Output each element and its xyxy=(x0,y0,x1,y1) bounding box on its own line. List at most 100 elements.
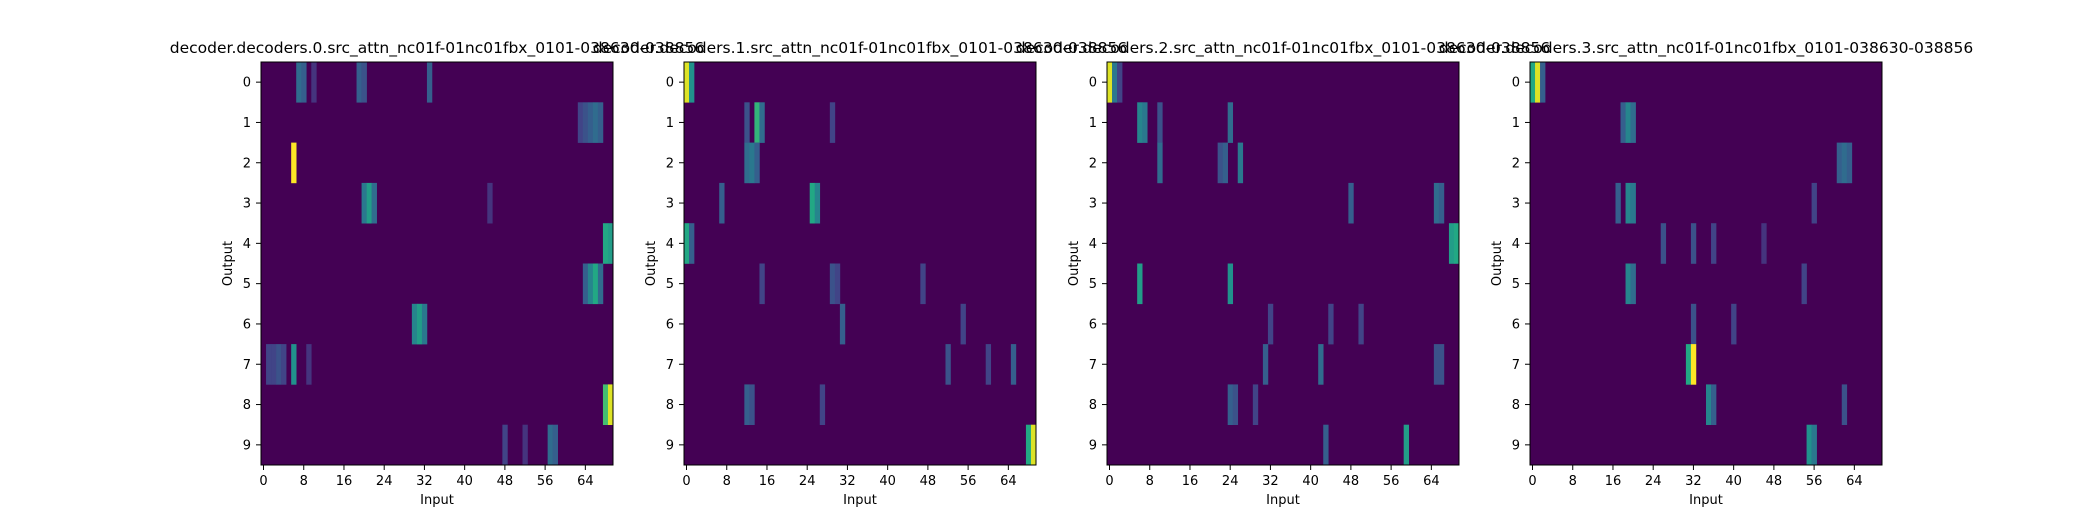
x-tick-label: 24 xyxy=(1222,474,1239,489)
x-tick-label: 32 xyxy=(1685,474,1702,489)
heatmap-cell xyxy=(1625,263,1631,305)
y-tick-label: 8 xyxy=(1512,398,1520,413)
x-tick-label: 32 xyxy=(1262,474,1279,489)
heatmap-cell xyxy=(602,384,609,425)
heatmap-cell xyxy=(1711,384,1717,425)
heatmap-cell xyxy=(411,303,418,345)
heatmap-cell xyxy=(1801,263,1807,305)
y-axis-label: Output xyxy=(221,241,236,286)
heatmap-cell xyxy=(426,62,433,103)
heatmap-cell xyxy=(607,223,614,264)
heatmap-cell xyxy=(1117,62,1123,103)
heatmap-cell xyxy=(1731,303,1737,345)
heatmap-cell xyxy=(1227,102,1234,143)
heatmap-background xyxy=(684,62,1036,465)
heatmap-cell xyxy=(1630,102,1636,143)
heatmap-cell xyxy=(689,223,695,264)
heatmap-cell xyxy=(1328,303,1334,345)
heatmap-cell xyxy=(1217,142,1223,184)
y-tick-label: 5 xyxy=(243,277,251,292)
y-tick-label: 6 xyxy=(243,317,251,332)
heatmap-cell xyxy=(296,62,302,103)
heatmap-cell xyxy=(361,62,367,103)
heatmap-cell xyxy=(1630,182,1636,224)
y-tick-label: 6 xyxy=(1512,317,1520,332)
heatmap-background xyxy=(1107,62,1459,465)
heatmap-cell xyxy=(487,182,493,224)
x-tick-label: 56 xyxy=(960,474,977,489)
heatmap-cell xyxy=(577,102,584,143)
heatmap-cell xyxy=(1227,384,1234,425)
x-tick-label: 0 xyxy=(1528,474,1536,489)
heatmap-cell xyxy=(1620,102,1626,143)
heatmap-cell xyxy=(1690,303,1697,345)
heatmap-cell xyxy=(1846,142,1853,184)
y-tick-label: 4 xyxy=(243,237,251,252)
heatmap-cell xyxy=(1107,62,1113,103)
plot-frame xyxy=(260,61,614,466)
heatmap-cell xyxy=(1267,303,1274,345)
heatmap-cell xyxy=(1433,182,1440,224)
heatmap-cell xyxy=(945,344,951,385)
heatmap-cell xyxy=(1806,424,1812,466)
x-tick-label: 8 xyxy=(300,474,308,489)
heatmap-cell xyxy=(1615,182,1621,224)
y-tick-label: 9 xyxy=(1512,438,1520,453)
heatmap-cell xyxy=(602,223,609,264)
x-axis-label: Input xyxy=(420,493,454,508)
x-tick-label: 32 xyxy=(416,474,433,489)
heatmap-cell xyxy=(311,62,317,103)
x-tick-label: 64 xyxy=(1000,474,1017,489)
x-tick-label: 24 xyxy=(1645,474,1662,489)
heatmap-cell xyxy=(834,263,841,305)
heatmap-cell xyxy=(1323,424,1329,466)
x-tick-label: 32 xyxy=(839,474,856,489)
y-tick-label: 3 xyxy=(243,197,251,212)
y-tick-label: 4 xyxy=(666,237,674,252)
heatmap-cell xyxy=(421,303,428,345)
heatmap-cell xyxy=(1530,62,1536,103)
heatmap-cell xyxy=(684,223,690,264)
x-tick-label: 16 xyxy=(1605,474,1622,489)
heatmap-cell xyxy=(1010,344,1017,385)
heatmap-cell xyxy=(592,263,599,305)
heatmap-cell xyxy=(1448,223,1455,264)
heatmap-cell xyxy=(684,62,690,103)
y-tick-label: 7 xyxy=(1089,358,1097,373)
y-tick-label: 3 xyxy=(1512,197,1520,212)
heatmap-background xyxy=(261,62,613,465)
x-tick-label: 8 xyxy=(723,474,731,489)
heatmap-cell xyxy=(759,102,765,143)
heatmap-panel-1: 0 8 16 24 32 40 48 56 640123456789InputOutputdec… xyxy=(593,39,1127,508)
heatmap-cell xyxy=(1438,344,1445,385)
heatmap-cell xyxy=(1137,102,1143,143)
y-tick-label: 9 xyxy=(1089,438,1097,453)
heatmap-cell xyxy=(592,102,599,143)
x-tick-label: 40 xyxy=(456,474,473,489)
heatmap-cell xyxy=(719,182,725,224)
y-tick-label: 1 xyxy=(666,116,674,131)
heatmap-panel-2: 0 8 16 24 32 40 48 56 640123456789InputOutputdec… xyxy=(1016,39,1550,508)
heatmap-cell xyxy=(749,384,755,425)
heatmap-cell xyxy=(366,182,372,224)
x-tick-label: 56 xyxy=(1383,474,1400,489)
heatmap-cell xyxy=(1262,344,1269,385)
heatmap-cell xyxy=(819,384,826,425)
heatmap-cell xyxy=(587,102,594,143)
y-tick-label: 9 xyxy=(243,438,251,453)
y-tick-label: 5 xyxy=(1512,277,1520,292)
y-tick-label: 1 xyxy=(1089,116,1097,131)
x-tick-label: 56 xyxy=(537,474,554,489)
plot-frame xyxy=(1529,61,1883,466)
heatmap-cell xyxy=(522,424,528,466)
heatmap-cell xyxy=(744,102,750,143)
heatmap-cell xyxy=(552,424,558,466)
x-tick-label: 64 xyxy=(1846,474,1863,489)
y-tick-label: 0 xyxy=(1512,76,1520,91)
y-tick-label: 1 xyxy=(1512,116,1520,131)
heatmap-cell xyxy=(809,182,816,224)
heatmap-cell xyxy=(547,424,553,466)
heatmap-cell xyxy=(1841,384,1848,425)
y-tick-label: 5 xyxy=(1089,277,1097,292)
heatmap-cell xyxy=(1685,344,1692,385)
